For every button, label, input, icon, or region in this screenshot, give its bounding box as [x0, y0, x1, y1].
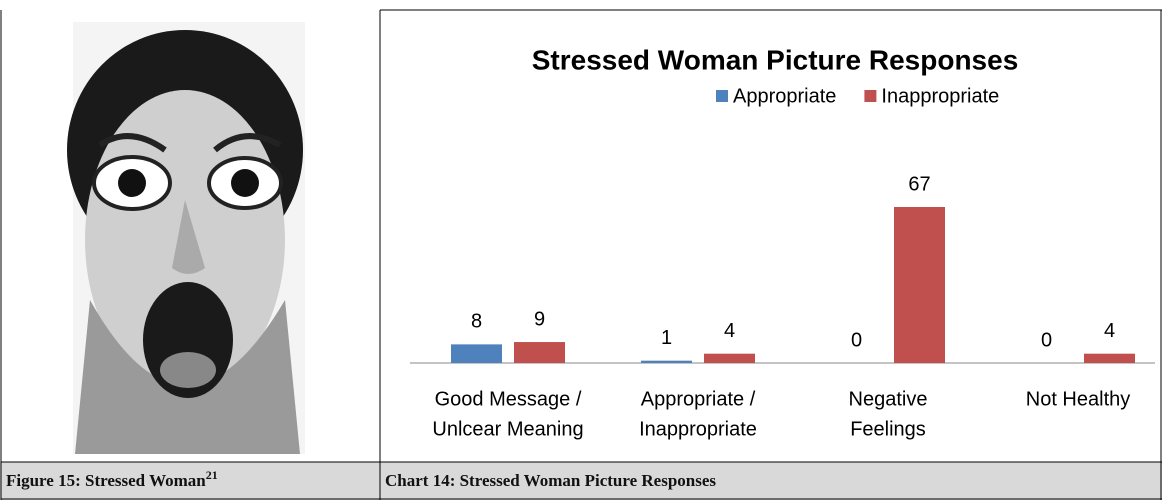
data-label: 4	[724, 320, 735, 342]
bar	[451, 344, 502, 363]
bar	[641, 360, 692, 363]
bar	[514, 342, 565, 363]
chart-caption: Chart 14: Stressed Woman Picture Respons…	[385, 471, 716, 490]
data-label: 0	[851, 329, 862, 351]
x-tick-label: Good Message /	[435, 388, 582, 410]
bar	[894, 207, 945, 363]
table-borders	[0, 9, 1162, 500]
caption-row	[0, 462, 1162, 500]
x-tick-label: Inappropriate	[639, 418, 757, 440]
bar	[1084, 353, 1135, 363]
data-label: 0	[1041, 329, 1052, 351]
photo	[67, 22, 305, 454]
legend-swatch	[864, 90, 877, 102]
x-tick-label: Feelings	[850, 418, 926, 440]
bar	[704, 353, 755, 363]
data-label: 9	[534, 308, 545, 330]
caption-text: Figure 15: Stressed Woman	[6, 471, 206, 490]
data-label: 8	[471, 311, 482, 333]
superscript: 21	[206, 468, 218, 482]
legend-swatch	[716, 90, 728, 102]
x-tick-label: Not Healthy	[1026, 388, 1131, 410]
x-tick-label: Appropriate /	[641, 388, 756, 410]
legend-label: Appropriate	[733, 85, 836, 107]
x-tick-label: Negative	[849, 388, 928, 410]
x-tick-label: Unlcear Meaning	[432, 418, 583, 440]
data-label: 4	[1104, 320, 1115, 342]
legend-label: Inappropriate	[881, 85, 999, 107]
chart-title: Stressed Woman Picture Responses	[532, 44, 1019, 75]
figure-caption: Figure 15: Stressed Woman21	[6, 468, 218, 490]
data-label: 67	[908, 173, 930, 195]
data-label: 1	[661, 327, 672, 349]
